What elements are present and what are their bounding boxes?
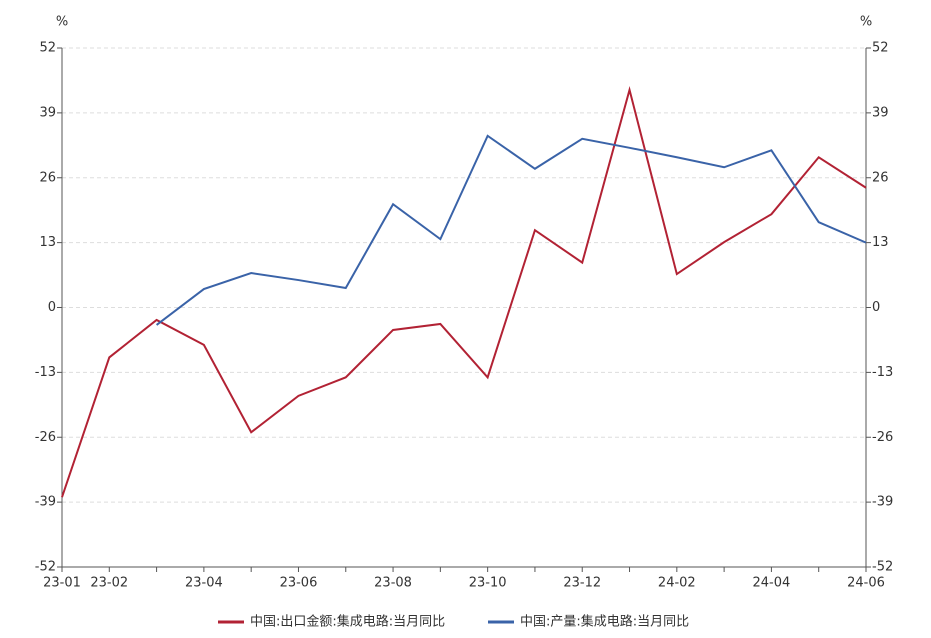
x-tick-label: 23-02: [90, 576, 128, 591]
y2-tick-label: 52: [872, 41, 889, 56]
y2-tick-label: -39: [872, 495, 893, 510]
y-tick-label: -26: [35, 430, 56, 445]
y-unit: %: [56, 15, 68, 30]
series-line: [155, 134, 867, 326]
y-tick-label: 39: [39, 105, 56, 120]
y-tick-label: -39: [35, 495, 56, 510]
y2-tick-label: 39: [872, 105, 889, 120]
x-tick-label: 23-06: [280, 576, 318, 591]
y-tick-label: 52: [39, 41, 56, 56]
y2-unit: %: [860, 15, 872, 30]
x-tick-label: 23-12: [563, 576, 601, 591]
y2-tick-label: 0: [872, 300, 880, 315]
x-tick-label: 24-06: [847, 576, 885, 591]
x-tick-label: 23-08: [374, 576, 412, 591]
y-tick-label: -13: [35, 365, 56, 380]
y2-tick-label: -13: [872, 365, 893, 380]
x-tick-label: 23-04: [185, 576, 223, 591]
x-tick-label: 24-04: [753, 576, 791, 591]
legend-label: 中国:出口金额:集成电路:当月同比: [250, 614, 445, 630]
y2-tick-label: -52: [872, 560, 893, 575]
y2-tick-label: 13: [872, 235, 889, 250]
y-tick-label: -52: [35, 560, 56, 575]
y2-tick-label: -26: [872, 430, 893, 445]
series-line: [61, 86, 867, 498]
legend-label: 中国:产量:集成电路:当月同比: [520, 614, 689, 630]
x-tick-label: 23-01: [43, 576, 81, 591]
y-tick-label: 26: [39, 170, 56, 185]
y-tick-label: 0: [48, 300, 56, 315]
y2-tick-label: 26: [872, 170, 889, 185]
x-tick-label: 23-10: [469, 576, 507, 591]
x-tick-label: 24-02: [658, 576, 696, 591]
y-tick-label: 13: [39, 235, 56, 250]
